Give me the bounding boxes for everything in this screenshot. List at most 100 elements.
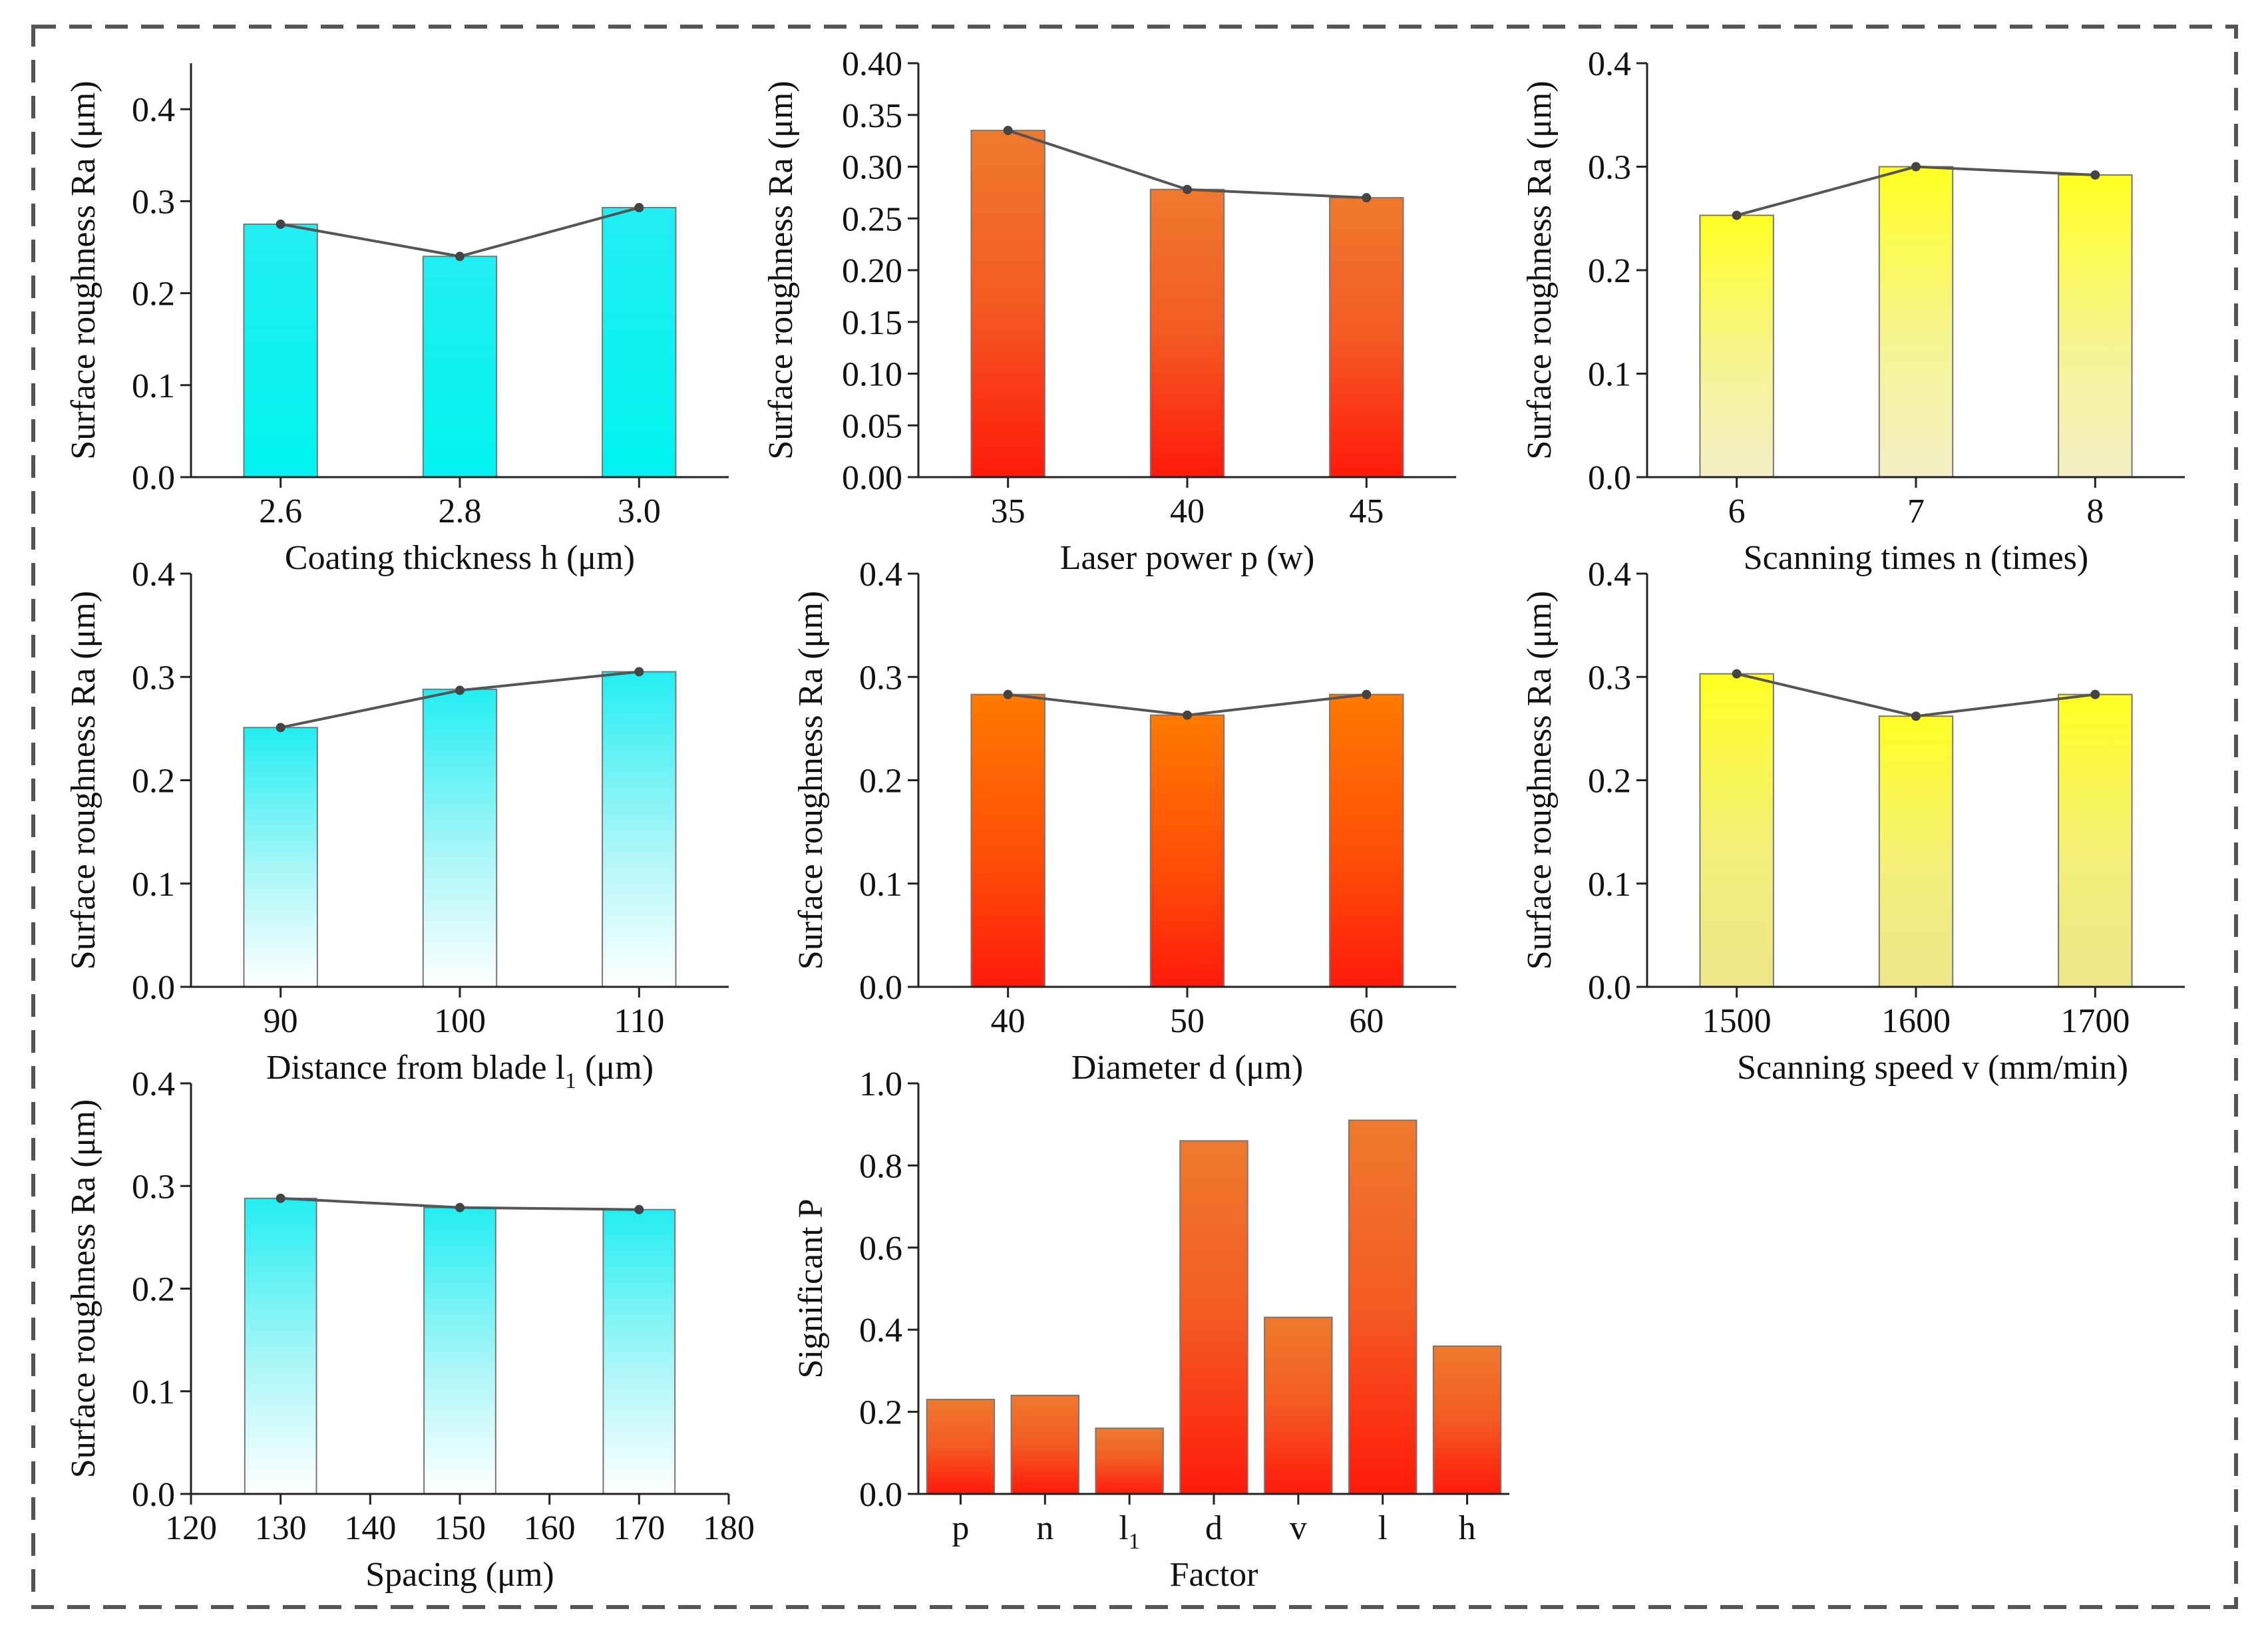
x-tick-label: d [1205, 1509, 1223, 1547]
y-tick-label: 0.0 [132, 969, 175, 1007]
mean-line [1736, 672, 2096, 718]
mean-point [1732, 669, 1742, 679]
x-tick-label-text: h [1459, 1509, 1476, 1547]
mean-line [280, 206, 640, 258]
y-tick-label: 0.0 [1588, 459, 1631, 497]
bar [2058, 174, 2133, 478]
y-axis-label: Surface roughness Ra (μm) [792, 591, 830, 970]
mean-point [276, 219, 285, 229]
x-tick-label: 1500 [1702, 1002, 1772, 1040]
bar [243, 727, 318, 988]
y-tick-label: 0.10 [842, 356, 902, 394]
x-tick-label-text: 8 [2086, 492, 2104, 530]
x-axis-label-text: Spacing (μm) [365, 1556, 554, 1594]
mean-point [455, 1202, 465, 1212]
chart-p: 35 40 45 0.00 0.05 0.10 0.15 0.20 0.25 0.30 0.35 0.… [762, 45, 1456, 577]
x-tick-label: 60 [1349, 1002, 1384, 1040]
y-tick-label: 0.3 [132, 183, 175, 221]
bar [1878, 715, 1954, 988]
y-axis-label: Surface roughness Ra (μm) [65, 1099, 102, 1478]
mean-point [2090, 170, 2100, 180]
x-tick-label-text: 40 [991, 1002, 1026, 1040]
y-tick-label: 0.0 [859, 1476, 902, 1514]
y-tick-label: 0.2 [132, 1271, 175, 1309]
chart-l1: 90 100 110 0.0 0.1 0.2 0.3 0.4 Surface roughness… [65, 556, 729, 1093]
x-tick-label-text: 40 [1170, 492, 1205, 530]
x-axis-label-text: Scanning speed v (mm/min) [1737, 1049, 2128, 1087]
x-tick-label-text: 45 [1349, 492, 1384, 530]
y-tick-label: 0.1 [1588, 356, 1631, 394]
y-tick-label: 0.3 [132, 659, 175, 697]
x-axis-label: Diameter d (μm) [1071, 1049, 1303, 1087]
x-tick-label: 160 [524, 1509, 576, 1547]
mean-point [634, 667, 644, 677]
bar [422, 688, 498, 988]
x-axis-label-subscript: 1 [565, 1069, 576, 1093]
bar [1699, 673, 1774, 988]
x-tick-label: 35 [991, 492, 1026, 530]
x-axis-label: Spacing (μm) [365, 1556, 554, 1594]
chart-d: 40 50 60 0.0 0.1 0.2 0.3 0.4 Surface roughness R… [792, 556, 1456, 1087]
x-tick-label-text: 1600 [1881, 1002, 1951, 1040]
x-tick-label-text: n [1036, 1509, 1053, 1547]
x-tick-label: 40 [991, 1002, 1026, 1040]
x-axis-label: Scanning speed v (mm/min) [1737, 1049, 2128, 1087]
bar [1149, 188, 1225, 478]
x-tick-label-text: 90 [264, 1002, 298, 1040]
y-tick-label: 0.4 [132, 556, 175, 594]
y-tick-label: 0.4 [132, 91, 175, 129]
chart-h: 2.6 2.8 3.0 0.0 0.1 0.2 0.3 0.4 Surface roughnes… [65, 63, 729, 577]
x-tick-label: 100 [434, 1002, 486, 1040]
bar [243, 223, 318, 478]
y-tick-label: 0.0 [859, 969, 902, 1007]
mean-point [1183, 710, 1192, 720]
y-tick-label: 0.40 [842, 45, 902, 83]
x-tick-label: l1 [1119, 1509, 1139, 1554]
x-axis-label-text: Coating thickness h (μm) [285, 539, 635, 577]
bar [926, 1399, 996, 1495]
bar [1348, 1119, 1418, 1495]
y-tick-label: 0.4 [1588, 45, 1631, 83]
x-tick-label-text: 1500 [1702, 1002, 1772, 1040]
x-axis-label-text: Distance from blade l [266, 1049, 565, 1087]
x-tick-label-text: l [1378, 1509, 1387, 1547]
x-tick-label-text: 60 [1349, 1002, 1384, 1040]
x-tick-label: 50 [1170, 1002, 1205, 1040]
y-tick-label: 0.6 [859, 1230, 902, 1268]
y-tick-label: 0.3 [1588, 149, 1631, 187]
x-tick-label-subscript: 1 [1129, 1529, 1140, 1554]
x-tick-label: 2.8 [439, 492, 482, 530]
bar [1329, 197, 1404, 478]
y-axis-label: Surface roughness Ra (μm) [1521, 591, 1559, 970]
mean-point [1362, 193, 1372, 203]
x-tick-label: 170 [613, 1509, 665, 1547]
mean-point [1911, 711, 1921, 721]
y-tick-label: 0.4 [1588, 556, 1631, 594]
x-axis-label-text: Diameter d (μm) [1071, 1049, 1303, 1087]
bar [1432, 1345, 1502, 1495]
x-tick-label: 1600 [1881, 1002, 1951, 1040]
y-tick-label: 0.05 [842, 407, 902, 445]
y-tick-label: 0.3 [1588, 659, 1631, 697]
x-tick-label-text: l [1119, 1509, 1128, 1547]
mean-point [276, 723, 285, 733]
y-axis-label: Surface roughness Ra (μm) [65, 81, 102, 459]
y-tick-label: 0.8 [859, 1147, 902, 1185]
x-tick-label: 7 [1907, 492, 1925, 530]
mean-point [1003, 689, 1013, 699]
x-tick-label: v [1290, 1509, 1307, 1547]
bar [423, 1206, 496, 1495]
mean-point [634, 1204, 644, 1214]
bar [970, 130, 1045, 478]
x-tick-label: n [1036, 1509, 1053, 1547]
y-tick-label: 0.2 [859, 763, 902, 801]
y-tick-label: 0.0 [1588, 969, 1631, 1007]
bar [970, 693, 1045, 988]
x-tick-label: 40 [1170, 492, 1205, 530]
bar [1878, 166, 1954, 478]
x-tick-label-text: d [1205, 1509, 1223, 1547]
y-axis-label: Surface roughness Ra (μm) [1521, 81, 1559, 459]
bar [1699, 214, 1774, 478]
y-tick-label: 0.2 [132, 275, 175, 313]
